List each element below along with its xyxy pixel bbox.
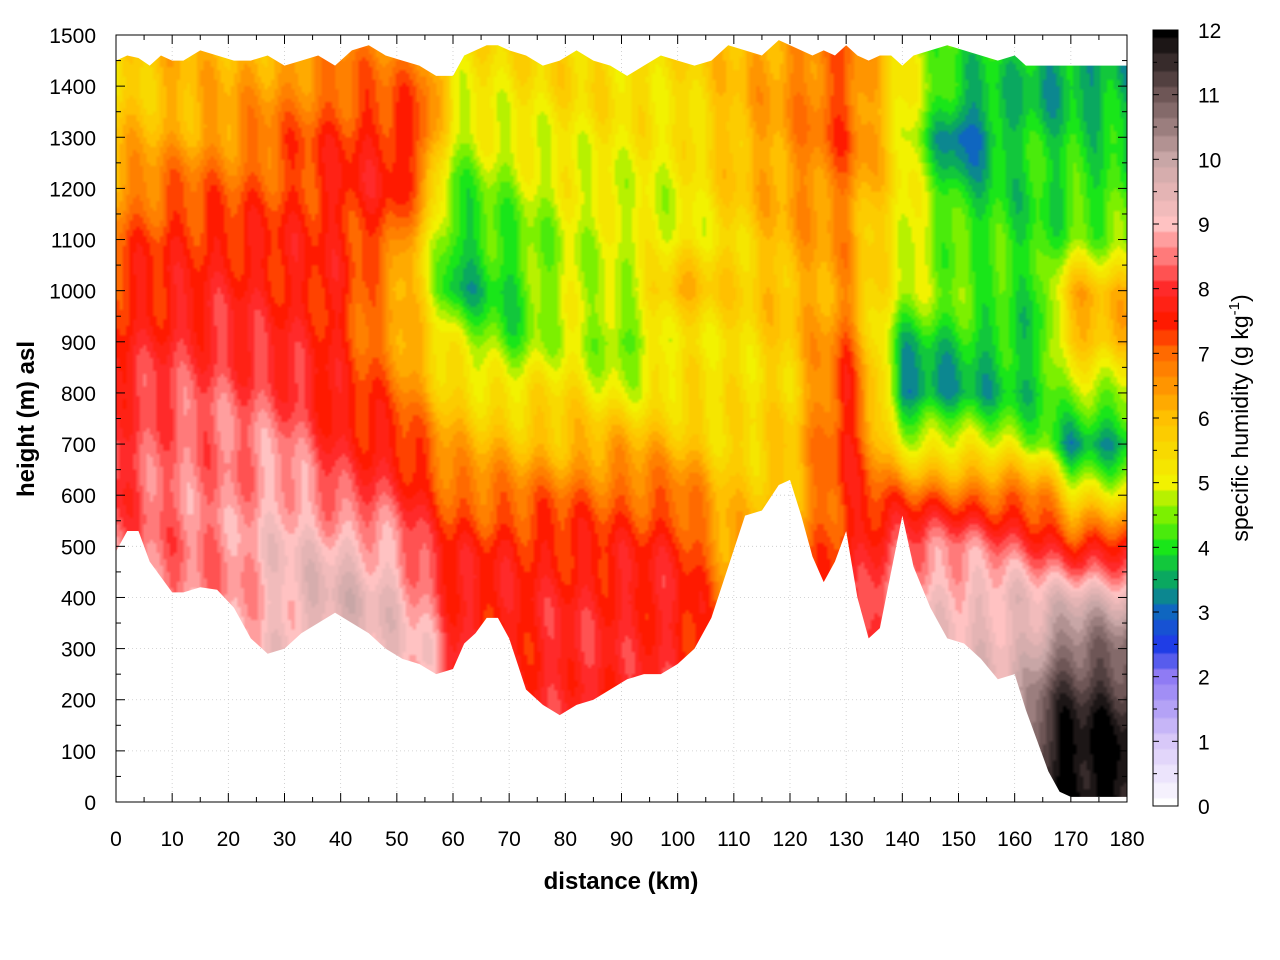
- x-tick-label-18: 180: [1109, 828, 1144, 851]
- y-tick-label-5: 500: [61, 536, 96, 559]
- y-axis-label: height (m) asl: [13, 341, 40, 497]
- y-tick-label-13: 1300: [49, 127, 96, 150]
- x-tick-label-14: 140: [885, 828, 920, 851]
- x-tick-label-13: 130: [829, 828, 864, 851]
- x-axis-tick-labels: 0 10 20 30 40 50 60 70 80 90 100 110 120 130 140 150 160…: [110, 828, 1144, 851]
- colorbar-ticks: [1153, 29, 1178, 807]
- colorbar-label-superscript: -1: [1226, 302, 1243, 315]
- colorbar-label-end: ): [1227, 294, 1253, 302]
- colorbar-tick-label-11: 11: [1198, 85, 1220, 108]
- y-axis-tick-labels: 0 100 200 300 400 500 600 700 800 900 1000 1100 1200…: [49, 25, 96, 815]
- colorbar-tick-label-5: 5: [1198, 473, 1210, 496]
- colorbar-tick-label-1: 1: [1198, 731, 1210, 754]
- colorbar-label: specific humidity (g kg-1): [1226, 294, 1253, 541]
- y-tick-label-0: 0: [84, 792, 96, 815]
- y-tick-label-9: 900: [61, 332, 96, 355]
- y-tick-label-8: 800: [61, 383, 96, 406]
- colorbar-tick-label-6: 6: [1198, 408, 1210, 431]
- colorbar-tick-label-12: 12: [1198, 20, 1221, 43]
- x-tick-label-9: 90: [610, 828, 633, 851]
- colorbar-tick-label-7: 7: [1198, 343, 1210, 366]
- x-tick-label-3: 30: [273, 828, 296, 851]
- x-tick-label-2: 20: [217, 828, 240, 851]
- x-tick-label-16: 160: [997, 828, 1032, 851]
- y-tick-label-3: 300: [61, 639, 96, 662]
- x-tick-label-0: 0: [110, 828, 122, 851]
- x-tick-label-7: 70: [497, 828, 520, 851]
- x-axis-ticks: [115, 35, 1128, 802]
- y-tick-label-2: 200: [61, 690, 96, 713]
- y-tick-label-1: 100: [61, 741, 96, 764]
- x-tick-label-15: 150: [941, 828, 976, 851]
- y-tick-label-10: 1000: [49, 281, 96, 304]
- x-axis-label: distance (km): [544, 868, 699, 895]
- x-tick-label-10: 100: [660, 828, 695, 851]
- colorbar-tick-label-10: 10: [1198, 149, 1221, 172]
- y-tick-label-14: 1400: [49, 76, 96, 99]
- x-tick-label-11: 110: [717, 828, 750, 851]
- colorbar-tick-label-0: 0: [1198, 796, 1210, 819]
- y-tick-label-7: 700: [61, 434, 96, 457]
- colorbar-tick-label-4: 4: [1198, 537, 1210, 560]
- x-tick-label-8: 80: [554, 828, 577, 851]
- x-tick-label-4: 40: [329, 828, 352, 851]
- y-axis-ticks: [116, 34, 1127, 803]
- x-tick-label-6: 60: [441, 828, 464, 851]
- y-tick-label-12: 1200: [49, 178, 96, 201]
- colorbar-tick-label-8: 8: [1198, 279, 1210, 302]
- colorbar-tick-label-2: 2: [1198, 667, 1210, 690]
- y-tick-label-6: 600: [61, 485, 96, 508]
- y-tick-label-15: 1500: [49, 25, 96, 48]
- x-tick-label-5: 50: [385, 828, 408, 851]
- y-tick-label-11: 1100: [51, 230, 96, 253]
- x-tick-label-17: 170: [1053, 828, 1088, 851]
- x-tick-label-12: 120: [772, 828, 807, 851]
- colorbar-label-main: specific humidity (g kg: [1227, 315, 1253, 541]
- x-tick-label-1: 10: [160, 828, 183, 851]
- colorbar-tick-label-3: 3: [1198, 602, 1210, 625]
- colorbar-tick-label-9: 9: [1198, 214, 1210, 237]
- y-tick-label-4: 400: [61, 587, 96, 610]
